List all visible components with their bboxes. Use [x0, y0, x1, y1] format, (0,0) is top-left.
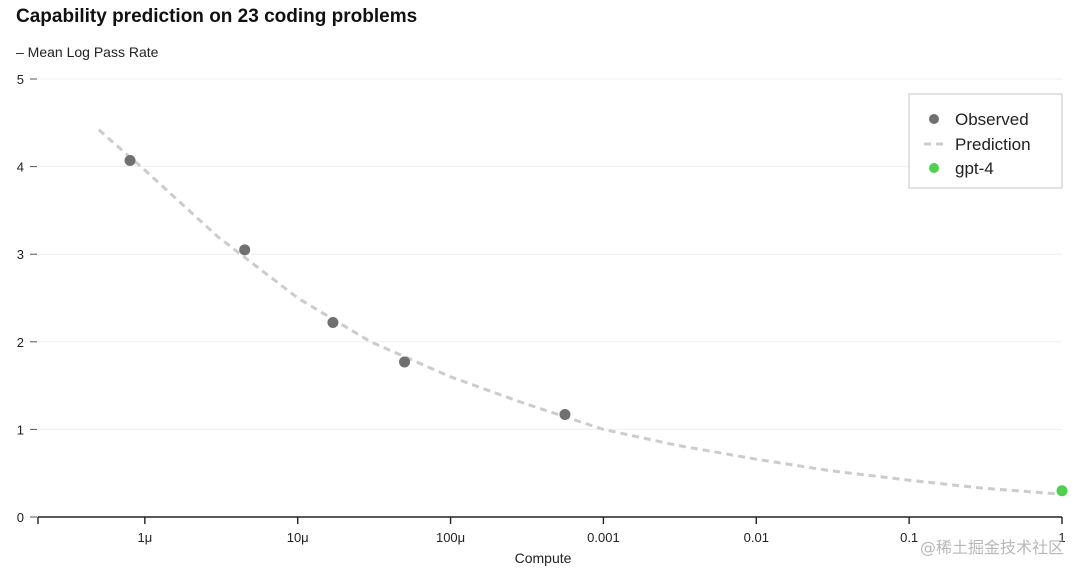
series: [97, 128, 1068, 497]
x-tick-label: 0.01: [744, 530, 769, 545]
chart-title: Capability prediction on 23 coding probl…: [16, 6, 418, 27]
observed-point: [399, 356, 411, 368]
legend-gpt4-marker: [929, 163, 939, 173]
axes: 0 1 2 3 4 5 1μ 10μ 100μ 0.001 0.01 0.1 1: [17, 72, 1066, 545]
observed-point: [559, 409, 571, 421]
x-axis-label: Compute: [515, 550, 572, 566]
legend-box: [908, 93, 1063, 189]
y-tick-label: 2: [17, 335, 24, 350]
legend-observed-label: Observed: [955, 110, 1029, 129]
observed-point: [327, 317, 339, 329]
legend-gpt4-label: gpt-4: [955, 159, 994, 178]
y-tick-label: 3: [17, 247, 24, 262]
x-tick-label: 1μ: [137, 530, 152, 545]
watermark-text: @稀土掘金技术社区: [920, 538, 1064, 557]
x-tick-label: 1: [1058, 530, 1065, 545]
legend-observed-marker: [929, 114, 939, 124]
y-tick-label: 0: [17, 510, 24, 525]
x-tick-label: 10μ: [287, 530, 309, 545]
y-tick-label: 1: [17, 422, 24, 437]
grid-lines: [38, 78, 1062, 430]
y-tick-label: 5: [17, 72, 24, 87]
y-tick-label: 4: [17, 160, 24, 175]
gpt4-point: [1056, 485, 1068, 497]
x-tick-label: 0.001: [587, 530, 620, 545]
x-tick-label: 0.1: [900, 530, 918, 545]
observed-point: [124, 154, 136, 166]
y-axis-label: – Mean Log Pass Rate: [16, 44, 159, 60]
x-tick-label: 100μ: [436, 530, 465, 545]
legend-prediction-label: Prediction: [955, 135, 1031, 154]
observed-point: [239, 244, 251, 256]
legend: Observed Prediction gpt-4: [908, 93, 1063, 189]
